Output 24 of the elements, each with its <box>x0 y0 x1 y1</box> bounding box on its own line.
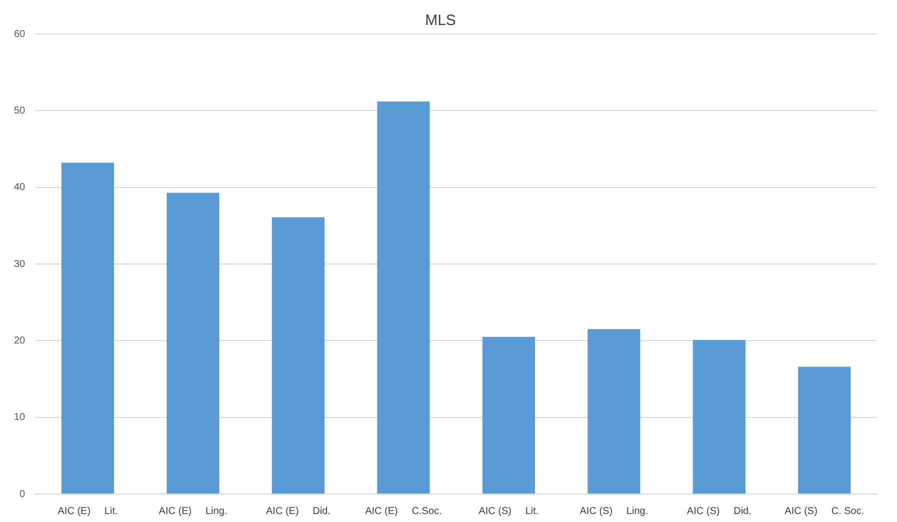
bar <box>482 336 535 494</box>
y-tick-label: 20 <box>14 335 26 346</box>
bar <box>798 366 851 494</box>
bar <box>377 101 430 494</box>
y-tick-label: 50 <box>14 105 26 116</box>
bar <box>692 340 746 494</box>
chart-title: MLS <box>425 12 456 30</box>
bar <box>166 192 220 494</box>
x-tick-label: AIC (S) Did. <box>686 506 752 517</box>
x-tick-label: AIC (S) Ling. <box>580 506 648 517</box>
x-tick-label: AIC (S) Lit. <box>478 506 539 517</box>
bar <box>272 217 325 494</box>
y-tick-label: 0 <box>20 488 26 500</box>
y-tick-label: 60 <box>14 28 26 40</box>
x-tick-label: AIC (E) C.Soc. <box>365 506 442 517</box>
y-tick-label: 40 <box>14 182 26 194</box>
y-tick-label: 10 <box>14 412 26 424</box>
y-tick-label: 30 <box>14 258 26 270</box>
x-tick-label: AIC (E) Did. <box>266 506 330 517</box>
x-tick-label: AIC (E) Lit. <box>58 506 118 517</box>
bar <box>588 329 640 494</box>
bar <box>61 162 114 494</box>
x-tick-label: AIC (E) Ling. <box>158 506 228 517</box>
x-tick-label: AIC (S) C. Soc. <box>784 506 864 517</box>
